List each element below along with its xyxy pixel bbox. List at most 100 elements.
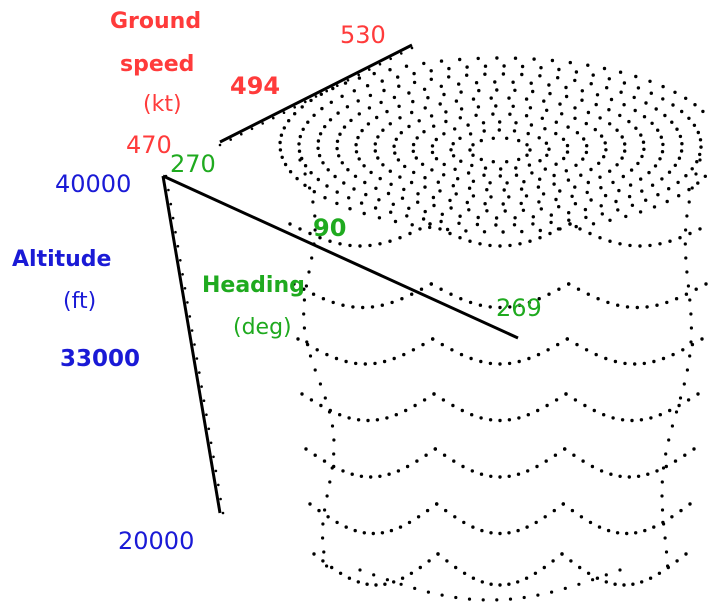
scatter-point bbox=[312, 552, 316, 556]
axis-tick bbox=[218, 143, 222, 147]
scatter-point bbox=[644, 101, 648, 105]
scatter-point bbox=[550, 590, 554, 594]
scatter-point bbox=[498, 305, 502, 310]
scatter-point bbox=[366, 122, 371, 126]
scatter-point bbox=[479, 138, 483, 143]
scatter-point bbox=[296, 337, 300, 341]
scatter-point bbox=[423, 185, 427, 189]
scatter-point bbox=[408, 231, 412, 236]
scatter-point bbox=[379, 100, 383, 105]
scatter-point bbox=[583, 207, 588, 212]
axis-tick bbox=[183, 287, 187, 290]
scatter-point bbox=[688, 354, 692, 358]
scatter-point bbox=[364, 192, 368, 197]
scatter-point bbox=[345, 105, 350, 109]
scatter-point bbox=[608, 239, 612, 243]
scatter-point bbox=[660, 177, 664, 181]
scatter-point bbox=[378, 474, 382, 478]
scatter-point bbox=[498, 120, 502, 124]
scatter-point bbox=[431, 195, 436, 200]
scatter-point bbox=[698, 227, 702, 231]
scatter-point bbox=[475, 222, 480, 227]
scatter-point bbox=[292, 282, 296, 286]
scatter-point bbox=[602, 155, 606, 159]
scatter-point bbox=[526, 131, 530, 136]
scatter-point bbox=[288, 170, 293, 174]
scatter-point bbox=[439, 59, 444, 63]
axis-tick bbox=[250, 127, 254, 131]
scatter-point bbox=[541, 192, 546, 196]
axis-tick bbox=[378, 62, 382, 66]
scatter-point bbox=[665, 199, 669, 204]
scatter-point bbox=[308, 502, 312, 506]
scatter-point bbox=[418, 565, 422, 570]
scatter-point bbox=[468, 148, 472, 152]
scatter-point bbox=[424, 453, 428, 457]
scatter-point bbox=[479, 416, 483, 420]
scatter-point bbox=[615, 531, 620, 535]
scatter-point bbox=[488, 243, 492, 248]
scatter-point bbox=[353, 528, 357, 533]
scatter-point bbox=[376, 135, 380, 139]
axis-tick bbox=[282, 111, 286, 114]
scatter-point bbox=[581, 459, 585, 463]
scatter-point bbox=[598, 236, 602, 240]
scatter-point bbox=[531, 222, 535, 226]
scatter-point bbox=[357, 76, 362, 80]
scatter-point bbox=[397, 84, 401, 88]
scatter-point bbox=[415, 459, 419, 463]
scatter-point bbox=[458, 116, 462, 120]
scatter-point bbox=[467, 208, 471, 212]
scatter-point bbox=[477, 88, 481, 93]
scatter-point bbox=[586, 292, 590, 296]
scatter-point bbox=[545, 403, 549, 408]
scatter-point bbox=[542, 565, 546, 570]
axis-tick bbox=[181, 273, 184, 276]
scatter-point bbox=[685, 214, 689, 218]
scatter-point bbox=[514, 173, 519, 177]
heading-start-label: 270 bbox=[170, 150, 216, 178]
scatter-point bbox=[488, 361, 493, 366]
scatter-point bbox=[405, 214, 409, 218]
altitude-max-label: 40000 bbox=[55, 170, 131, 198]
scatter-point bbox=[560, 112, 564, 116]
scatter-point bbox=[458, 57, 462, 62]
scatter-point bbox=[439, 287, 443, 291]
scatter-point bbox=[482, 173, 486, 177]
scatter-point bbox=[527, 163, 532, 167]
scatter-point bbox=[411, 348, 416, 352]
scatter-point bbox=[474, 113, 478, 118]
scatter-point bbox=[524, 114, 529, 118]
scatter-point bbox=[606, 528, 611, 533]
scatter-point bbox=[383, 582, 387, 586]
scatter-point bbox=[620, 156, 624, 160]
scatter-point bbox=[623, 142, 627, 146]
scatter-point bbox=[529, 81, 533, 85]
scatter-point bbox=[316, 146, 320, 150]
scatter-point bbox=[310, 256, 314, 260]
scatter-point bbox=[576, 287, 581, 291]
scatter-point bbox=[407, 206, 411, 210]
scatter-point bbox=[353, 174, 358, 178]
scatter-point bbox=[686, 284, 691, 288]
scatter-point bbox=[295, 176, 299, 181]
scatter-point bbox=[316, 177, 320, 182]
scatter-point bbox=[613, 582, 617, 586]
scatter-point bbox=[585, 190, 589, 195]
scatter-point bbox=[385, 109, 389, 114]
scatter-point bbox=[580, 89, 584, 93]
scatter-point bbox=[298, 134, 302, 139]
scatter-point bbox=[373, 361, 377, 366]
scatter-point bbox=[516, 580, 520, 584]
scatter-point bbox=[440, 593, 444, 597]
scatter-point bbox=[678, 134, 683, 139]
scatter-point bbox=[482, 230, 487, 234]
scatter-point bbox=[517, 157, 521, 162]
scatter-point bbox=[565, 337, 569, 341]
scatter-point bbox=[552, 182, 556, 186]
scatter-point bbox=[623, 361, 627, 366]
scatter-point bbox=[452, 459, 456, 463]
scatter-point bbox=[536, 593, 540, 597]
scatter-point bbox=[537, 297, 541, 301]
scatter-point bbox=[428, 222, 432, 226]
